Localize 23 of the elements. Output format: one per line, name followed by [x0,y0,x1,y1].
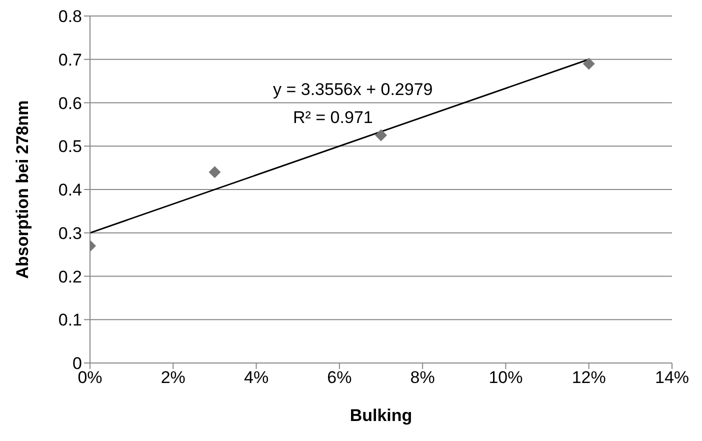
y-axis-title: Absorption bei 278nm [13,100,32,279]
x-tick-label: 0% [78,368,102,388]
x-tick-label: 6% [327,368,352,388]
y-tick-label: 0.1 [58,310,82,330]
y-tick-label: 0.2 [58,267,82,286]
x-tick-label: 12% [572,368,606,388]
x-axis-title: Bulking [350,406,412,425]
point [375,129,387,142]
x-tick-label: 4% [244,368,269,388]
annotation: R² = 0.971 [293,108,373,128]
x-tick-label: 10% [488,368,523,388]
y-tick-label: 0.7 [58,50,82,70]
y-tick-label: 0.5 [58,137,82,156]
y-tick-label: 0.3 [58,224,82,243]
y-tick-label: 0.8 [58,7,82,26]
point [208,166,221,178]
point [582,58,595,70]
annotation: y = 3.3556x + 0.2979 [273,80,433,100]
x-tick-label: 2% [160,368,186,388]
y-tick-label: 0.4 [58,180,82,200]
x-tick-label: 14% [654,368,690,388]
x-tick-label: 8% [410,368,435,388]
y-tick-label: 0.6 [58,94,82,113]
